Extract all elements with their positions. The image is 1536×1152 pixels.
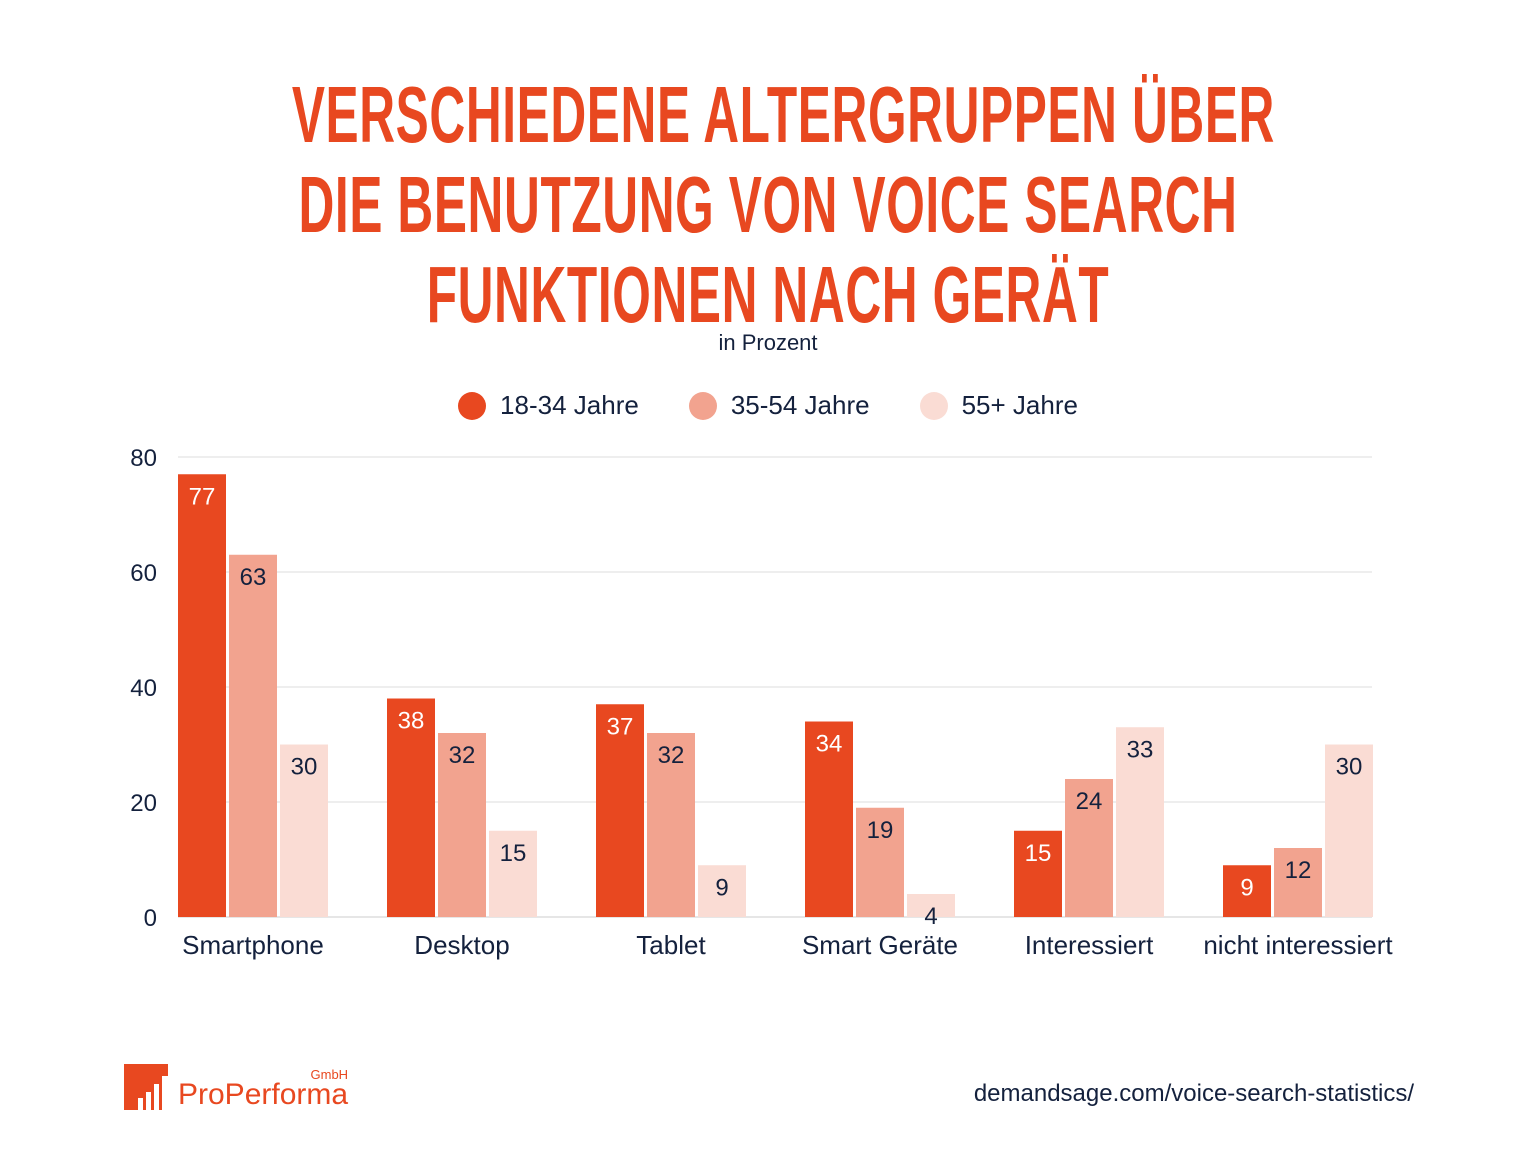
bar-value-label: 30 (291, 754, 318, 781)
legend-label-55plus: 55+ Jahre (961, 390, 1078, 420)
bar-chart: 0 20 40 60 80 77 63 30 Smartphone 38 32 15 Desktop 37… (130, 445, 1393, 960)
x-category-label: Tablet (636, 930, 706, 960)
bar-value-label: 63 (240, 564, 267, 591)
bar-value-label: 30 (1336, 754, 1363, 781)
bar (856, 807, 904, 917)
title-line-1: VERSCHIEDENE ALTERGRUPPEN ÜBER (291, 70, 1276, 159)
legend-label-35-54: 35-54 Jahre (730, 390, 870, 420)
x-category-label: Desktop (414, 930, 509, 960)
bar-value-label: 37 (607, 713, 634, 740)
y-tick-label: 80 (130, 445, 157, 472)
bar (1325, 744, 1373, 917)
bar (1116, 727, 1164, 917)
bar-value-label: 32 (449, 742, 476, 769)
bar (1014, 830, 1062, 917)
y-tick-label: 60 (130, 560, 157, 587)
chart-title: VERSCHIEDENE ALTERGRUPPEN ÜBER DIE BENUT… (0, 70, 1536, 340)
bar (280, 744, 328, 917)
legend: 18-34 Jahre 35-54 Jahre 55+ Jahre (0, 390, 1536, 421)
bar-value-label: 32 (658, 742, 685, 769)
bar-value-label: 19 (867, 817, 894, 844)
bar (907, 894, 955, 917)
legend-dot-55plus (919, 391, 948, 420)
bar-value-label: 4 (924, 903, 937, 930)
bar (178, 474, 226, 917)
x-category-label: Interessiert (1025, 930, 1154, 960)
source-link[interactable]: demandsage.com/voice-search-statistics/ (973, 1080, 1414, 1107)
y-tick-label: 0 (144, 905, 157, 932)
x-category-label: Smartphone (182, 930, 324, 960)
legend-item-55plus: 55+ Jahre (919, 390, 1078, 421)
legend-dot-35-54 (688, 391, 717, 420)
bar (387, 698, 435, 917)
bar (596, 704, 644, 917)
bar-value-label: 38 (398, 708, 425, 735)
bar (647, 733, 695, 917)
logo-sub: GmbH (310, 1067, 349, 1082)
logo-text: GmbH ProPerforma (178, 1067, 349, 1111)
bar (1274, 848, 1322, 917)
title-line-2: DIE BENUTZUNG VON VOICE SEARCH (298, 160, 1238, 249)
logo-name: ProPerforma (178, 1078, 349, 1111)
bar-value-label: 12 (1285, 857, 1312, 884)
bar-value-label: 9 (1240, 874, 1253, 901)
bar-value-label: 77 (189, 483, 216, 510)
bar (1065, 779, 1113, 917)
legend-label-18-34: 18-34 Jahre (500, 390, 639, 420)
title-line-3: FUNKTIONEN NACH GERÄT (426, 250, 1110, 339)
x-category-label: Smart Geräte (802, 930, 958, 960)
bar-value-label: 34 (816, 731, 843, 758)
bar (438, 733, 486, 917)
bar (1223, 865, 1271, 917)
bar (489, 830, 537, 917)
chart-subtitle: in Prozent (718, 330, 818, 355)
x-category-label: nicht interessiert (1203, 930, 1393, 960)
bar-value-label: 15 (1025, 840, 1052, 867)
legend-item-35-54: 35-54 Jahre (688, 390, 870, 421)
logo-bars-icon (124, 1064, 168, 1110)
bar-value-label: 24 (1076, 788, 1103, 815)
logo: GmbH ProPerforma (124, 1064, 348, 1110)
y-tick-label: 20 (130, 790, 157, 817)
legend-dot-18-34 (458, 391, 487, 420)
y-tick-label: 40 (130, 675, 157, 702)
legend-item-18-34: 18-34 Jahre (458, 390, 639, 421)
bar (229, 554, 277, 917)
bar (805, 721, 853, 917)
bar (698, 865, 746, 917)
bar-value-label: 15 (500, 840, 527, 867)
bar-value-label: 33 (1127, 736, 1154, 763)
bar-value-label: 9 (715, 874, 728, 901)
